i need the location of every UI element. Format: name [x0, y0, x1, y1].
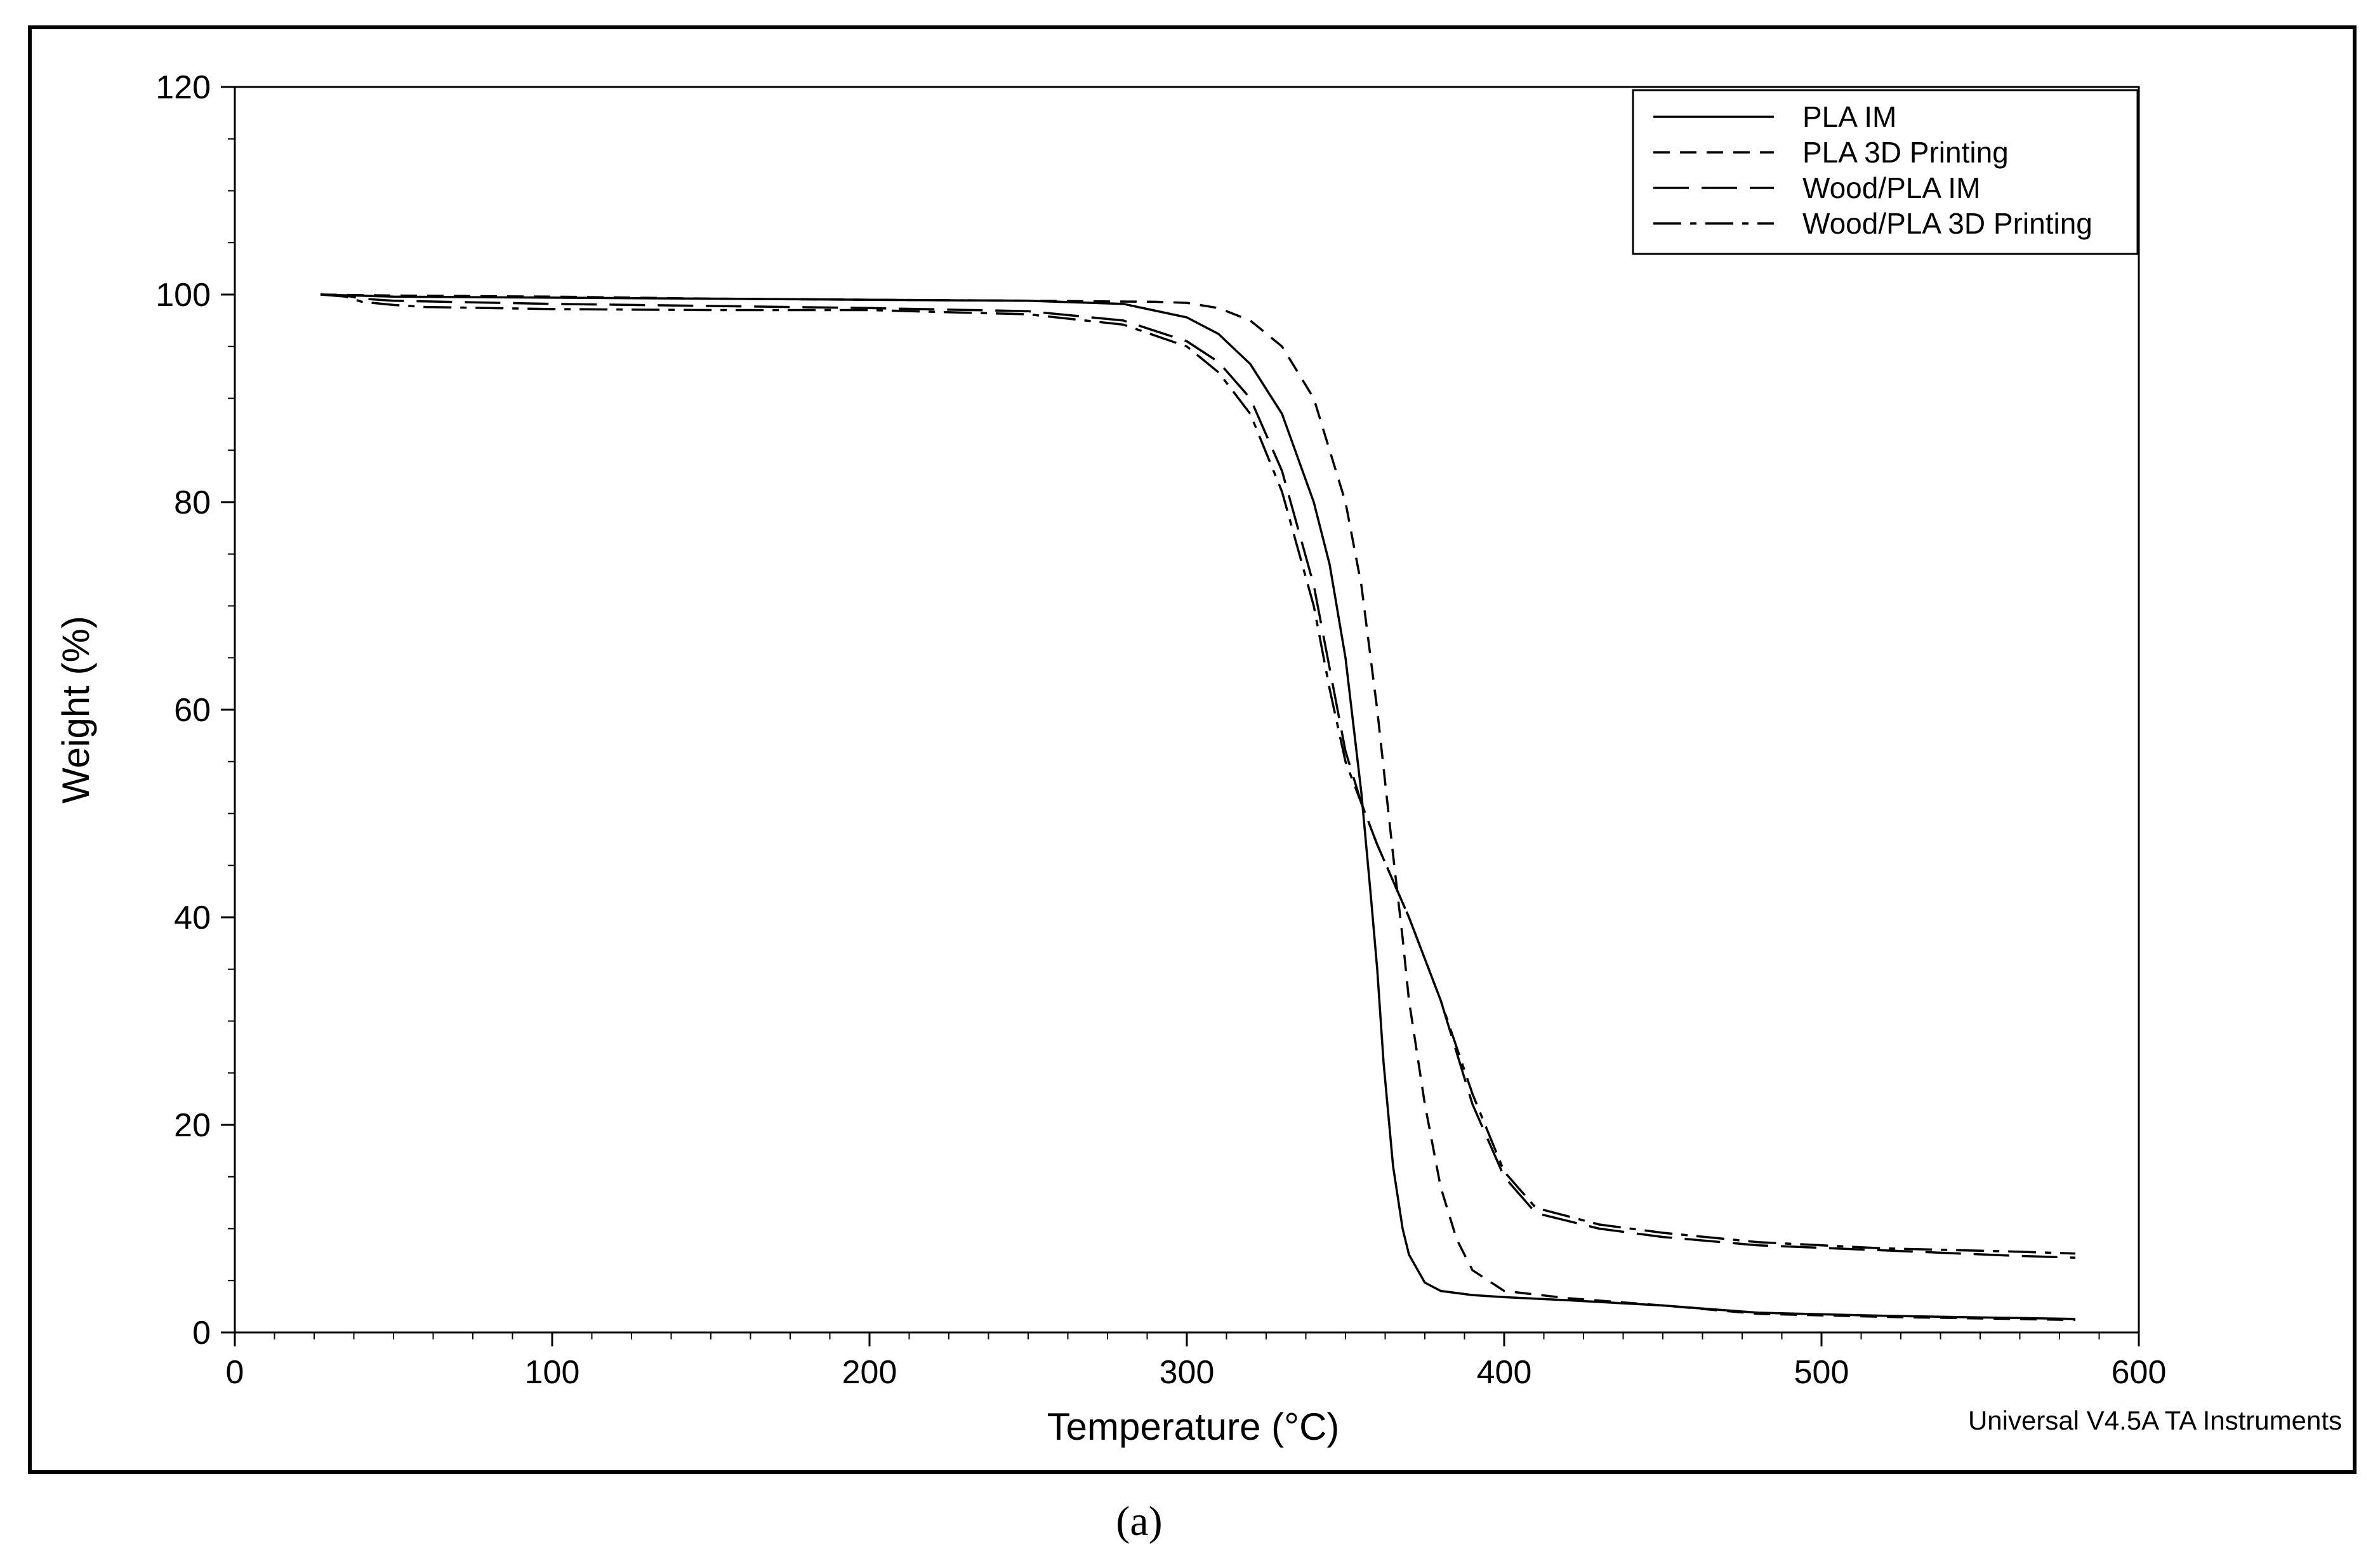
legend-label: Wood/PLA IM [1802, 171, 1980, 204]
figure-caption: (a) [1116, 1498, 1162, 1544]
y-tick-label: 100 [155, 277, 211, 314]
x-tick-label: 300 [1160, 1354, 1215, 1391]
x-tick-label: 100 [525, 1354, 580, 1391]
legend-label: Wood/PLA 3D Printing [1802, 207, 2092, 240]
software-footer: Universal V4.5A TA Instruments [1968, 1405, 2342, 1435]
series-line-3 [320, 293, 2076, 1259]
x-tick-label: 400 [1477, 1354, 1532, 1391]
series-line-4 [320, 293, 2076, 1255]
legend-label: PLA IM [1802, 100, 1896, 133]
x-axis-label: Temperature (°C) [1047, 1405, 1340, 1448]
figure-frame [28, 25, 2357, 1474]
legend-label: PLA 3D Printing [1802, 136, 2009, 169]
y-tick-label: 80 [174, 484, 211, 521]
axis-ticks: 0 100 200 300 400 500 600 0 20 40 60 80 100 120 [155, 69, 2166, 1391]
series-line-2 [320, 293, 2076, 1322]
y-tick-label: 0 [192, 1315, 211, 1351]
series-layer [320, 293, 2076, 1322]
y-tick-label: 120 [155, 69, 211, 106]
x-tick-label: 600 [2112, 1354, 2167, 1391]
y-tick-label: 20 [174, 1107, 211, 1144]
x-tick-label: 0 [226, 1354, 244, 1391]
y-axis-label: Weight (%) [55, 616, 97, 804]
y-tick-label: 60 [174, 692, 211, 729]
x-tick-label: 200 [842, 1354, 897, 1391]
x-tick-label: 500 [1794, 1354, 1849, 1391]
y-tick-label: 40 [174, 900, 211, 936]
